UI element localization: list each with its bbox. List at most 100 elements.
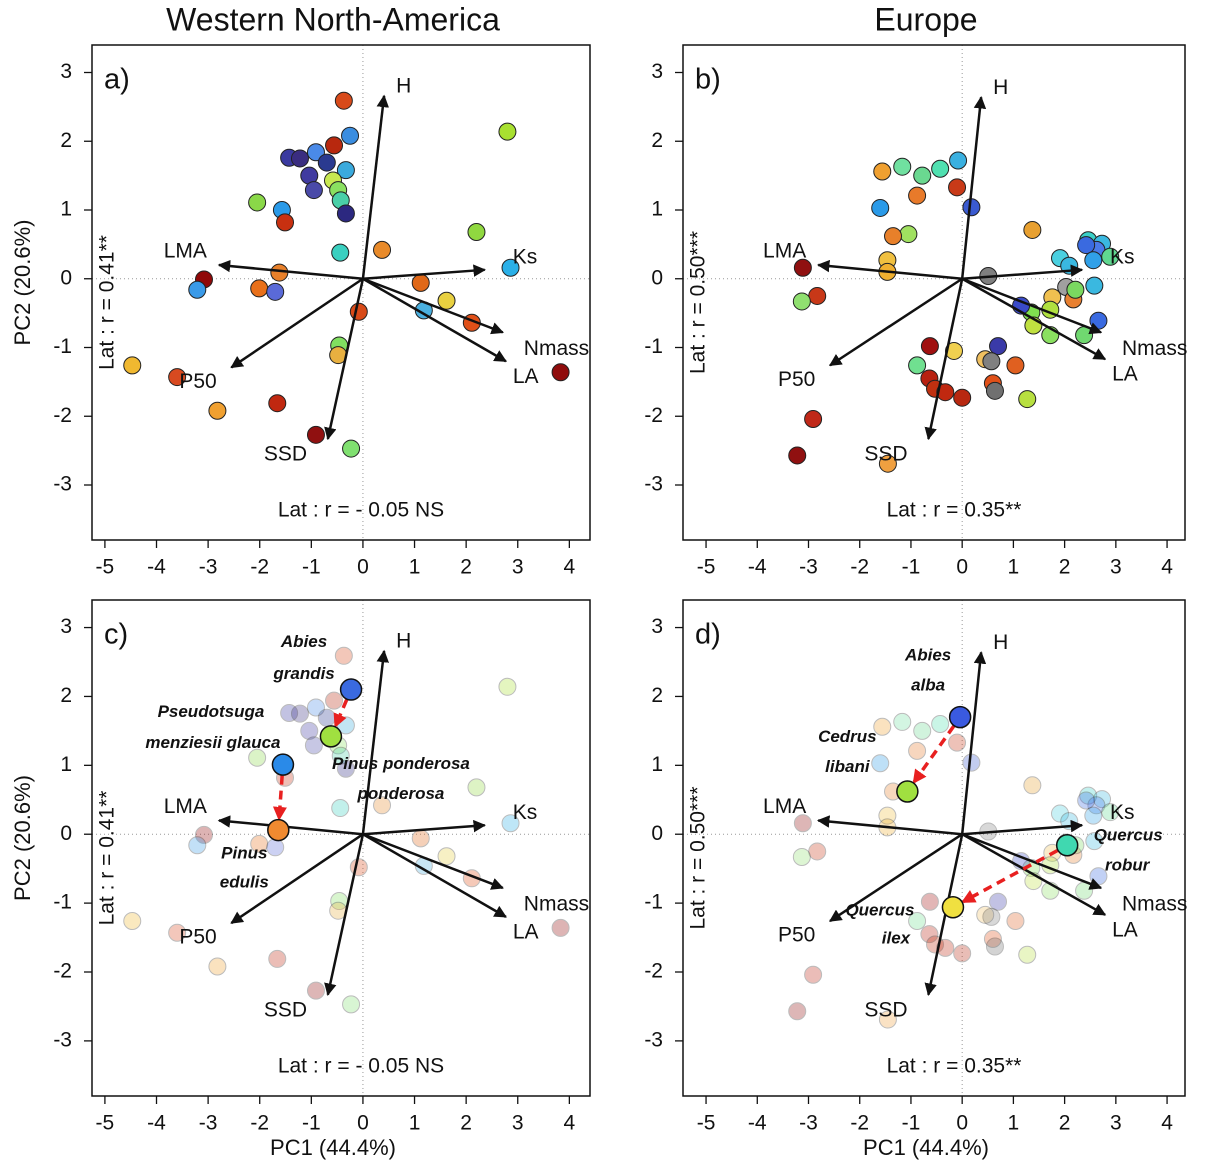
point <box>1066 280 1085 299</box>
point <box>334 646 353 665</box>
species-label: libani <box>825 757 871 776</box>
panel-label: a) <box>104 64 130 96</box>
y-tick-label: -2 <box>644 404 663 427</box>
x-tick-label: -1 <box>302 1112 321 1135</box>
point <box>792 292 811 311</box>
y-tick-label: 2 <box>60 129 72 152</box>
point <box>920 925 939 944</box>
point <box>908 356 927 375</box>
loading-arrow <box>960 96 987 279</box>
panel: Europe -5 -4 -3 -2 -1 0 1 2 3 4 -3 -2 -1 0 1 2 3 H Ks Nmass L… <box>644 1 1187 578</box>
x-tick-label: -5 <box>96 556 115 579</box>
point <box>788 1002 807 1021</box>
y-tick-label: -1 <box>644 335 663 358</box>
y-tick-label: -2 <box>53 404 72 427</box>
y-tick-label: 0 <box>60 266 72 289</box>
point <box>194 825 213 844</box>
loading-label: H <box>396 630 411 653</box>
x-tick-label: -2 <box>250 556 269 579</box>
point <box>1093 790 1112 809</box>
point <box>884 227 903 246</box>
point <box>804 410 823 428</box>
x-tick-label: 4 <box>564 1112 576 1135</box>
point <box>304 736 323 755</box>
x-tick-label: 0 <box>357 556 369 579</box>
point <box>168 923 187 942</box>
x-tick-label: 4 <box>1161 556 1173 579</box>
point <box>336 204 355 223</box>
loading-arrow <box>828 277 963 367</box>
point <box>266 282 285 301</box>
point <box>168 368 187 387</box>
loading-label: LA <box>1112 918 1138 941</box>
y-tick-label: 1 <box>651 753 663 776</box>
point <box>551 363 570 382</box>
point <box>208 957 227 976</box>
point <box>1079 786 1098 805</box>
x-tick-label: 1 <box>1008 1112 1020 1135</box>
x-tick-label: -3 <box>199 556 218 579</box>
point <box>248 193 267 212</box>
loading-label: SSD <box>864 998 907 1021</box>
loading-arrow <box>960 651 987 835</box>
x-tick-label: 3 <box>1110 556 1122 579</box>
y-tick-label: -3 <box>644 473 663 496</box>
point <box>208 401 227 420</box>
loading-label: LA <box>1112 363 1138 386</box>
loading-arrow <box>961 833 1107 916</box>
highlight-point <box>339 678 363 701</box>
x-tick-label: 0 <box>357 1112 369 1135</box>
point <box>982 352 1001 371</box>
panel: PC1 (44.4%) PC2 (20.6%) -5 -4 -3 -2 -1 0 1 2 3 4 -3 -… <box>10 599 591 1160</box>
point <box>1084 251 1103 270</box>
loading-label: LA <box>513 365 539 388</box>
point <box>268 394 287 413</box>
species-label: grandis <box>272 664 334 683</box>
loading-arrow <box>217 815 364 836</box>
x-tick-label: -2 <box>850 1112 869 1135</box>
lat-correlation-y: Lat : r = 0.50*** <box>687 786 710 929</box>
loading-arrow <box>361 94 390 279</box>
loading-label: Nmass <box>524 337 589 360</box>
point <box>982 907 1001 926</box>
point <box>1089 311 1108 330</box>
loading-label: SSD <box>264 442 307 465</box>
plot-frame <box>682 599 1186 1097</box>
point <box>1006 912 1025 931</box>
x-tick-label: 3 <box>1110 1112 1122 1135</box>
loading-label: LMA <box>164 240 207 263</box>
x-tick-label: -1 <box>902 556 921 579</box>
x-tick-label: -4 <box>147 1112 166 1135</box>
species-label: Quercus <box>1094 826 1163 845</box>
point <box>304 181 323 200</box>
x-tick-label: 4 <box>564 556 576 579</box>
panel-label: d) <box>695 619 721 651</box>
x-tick-label: -5 <box>697 556 716 579</box>
point <box>342 439 361 458</box>
column-title: Europe <box>874 1 977 37</box>
x-tick-label: 3 <box>512 556 524 579</box>
point <box>873 717 892 736</box>
point <box>331 799 350 818</box>
point <box>437 291 456 310</box>
y-tick-label: 3 <box>60 60 72 83</box>
point <box>878 454 897 473</box>
loading-arrow <box>362 819 486 836</box>
species-label: ponderosa <box>356 784 444 803</box>
point <box>341 126 360 145</box>
point <box>913 166 932 185</box>
loading-arrow <box>962 819 1084 836</box>
lat-correlation-x: Lat : r = 0.35** <box>887 1055 1022 1078</box>
y-axis-label: PC2 (20.6%) <box>10 220 35 346</box>
point <box>498 677 517 696</box>
point <box>949 151 968 170</box>
point <box>989 892 1008 911</box>
point <box>976 905 995 924</box>
plot-frame <box>682 44 1186 541</box>
loading-label: P50 <box>778 924 815 947</box>
y-tick-label: 0 <box>60 822 72 845</box>
point <box>1077 791 1096 810</box>
point <box>989 337 1008 356</box>
y-tick-label: 0 <box>651 822 663 845</box>
